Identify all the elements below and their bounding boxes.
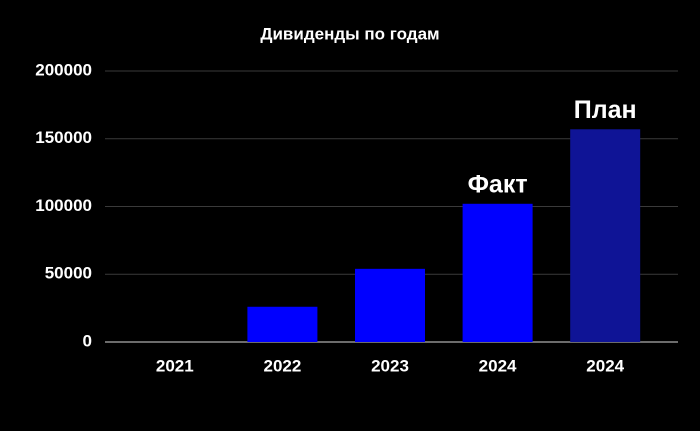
x-tick-label: 2022 — [263, 356, 301, 375]
x-tick-label: 2023 — [371, 356, 409, 375]
bar — [247, 306, 318, 342]
y-tick-label: 50000 — [45, 264, 92, 283]
y-tick-label: 100000 — [35, 196, 92, 215]
x-tick-label: 2024 — [586, 356, 624, 375]
y-tick-label: 200000 — [35, 60, 92, 79]
bar — [462, 203, 533, 342]
y-tick-label: 0 — [83, 331, 92, 350]
annotation: План — [574, 96, 637, 124]
bar — [570, 129, 641, 342]
chart-title: Дивиденды по годам — [260, 24, 439, 43]
annotation: Факт — [468, 170, 528, 198]
x-tick-label: 2021 — [156, 356, 194, 375]
x-tick-label: 2024 — [479, 356, 517, 375]
bar — [355, 268, 425, 342]
y-tick-label: 150000 — [35, 128, 92, 147]
